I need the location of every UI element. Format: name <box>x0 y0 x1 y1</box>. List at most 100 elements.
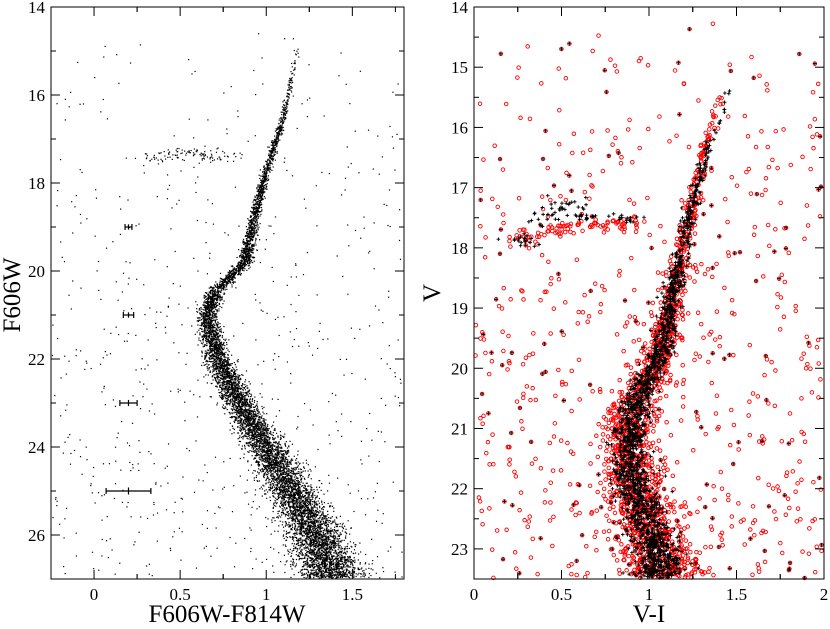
left-star-point <box>269 482 272 484</box>
left-star-point <box>310 489 312 491</box>
left-star-point <box>281 524 283 526</box>
left-star-point <box>340 540 342 542</box>
left-star-point <box>348 556 350 558</box>
left-star-point <box>338 564 340 566</box>
left-star-point <box>289 463 291 465</box>
left-star-point <box>308 495 310 497</box>
left-star-point <box>282 512 285 514</box>
left-star-point <box>300 524 302 526</box>
left-star-point <box>327 513 329 516</box>
left-star-point <box>249 431 251 433</box>
left-star-point <box>277 458 280 460</box>
left-star-point <box>207 293 210 295</box>
left-star-point <box>213 291 215 293</box>
left-star-point <box>300 485 303 487</box>
left-star-point <box>253 219 255 221</box>
left-star-point <box>309 539 311 541</box>
left-star-point <box>251 455 253 457</box>
left-star-point <box>203 345 205 347</box>
left-star-point <box>326 540 328 542</box>
left-star-point <box>235 411 237 414</box>
left-star-point <box>306 515 308 518</box>
left-star-point <box>228 383 231 385</box>
left-star-point <box>321 518 323 521</box>
left-star-point <box>225 370 228 372</box>
left-star-point <box>283 469 285 471</box>
left-star-point <box>312 518 314 520</box>
left-star-point <box>310 569 312 571</box>
left-star-point <box>352 542 355 544</box>
left-star-point <box>272 472 274 475</box>
left-star-point <box>324 550 326 552</box>
left-star-point <box>297 548 299 550</box>
left-star-point <box>275 432 278 434</box>
left-star-point <box>223 292 225 294</box>
left-star-point <box>321 517 323 519</box>
left-star-point <box>241 385 243 387</box>
left-star-point <box>273 148 275 150</box>
left-star-point <box>276 479 278 482</box>
left-star-point <box>267 464 269 466</box>
left-star-point <box>318 532 320 534</box>
left-star-point <box>260 459 262 461</box>
left-star-point <box>205 355 208 357</box>
left-star-point <box>262 459 264 461</box>
left-star-point <box>274 481 276 484</box>
left-star-point <box>296 543 298 545</box>
left-star-point <box>282 486 284 488</box>
left-star-point <box>315 543 317 545</box>
left-star-point <box>206 382 208 384</box>
left-star-point <box>221 383 223 386</box>
left-star-point <box>276 459 278 461</box>
left-star-point <box>269 162 271 164</box>
left-star-point <box>271 480 273 482</box>
left-star-point <box>279 139 281 141</box>
left-star-point <box>230 391 232 393</box>
left-star-point <box>306 551 308 554</box>
left-star-point <box>238 378 240 381</box>
left-star-point <box>248 224 250 226</box>
left-star-point <box>252 239 254 241</box>
left-star-point <box>230 402 232 404</box>
left-star-point <box>260 424 262 427</box>
left-star-point <box>226 281 228 283</box>
left-star-point <box>248 424 250 426</box>
left-star-point <box>258 451 260 453</box>
left-star-point <box>259 204 261 206</box>
left-star-point <box>318 556 320 558</box>
left-star-point <box>212 291 214 293</box>
left-star-point <box>202 331 204 333</box>
left-star-point <box>266 460 269 462</box>
left-star-point <box>208 291 211 293</box>
left-star-point <box>318 563 320 565</box>
left-star-point <box>281 122 284 124</box>
left-star-point <box>295 502 297 504</box>
left-star-point <box>241 432 243 434</box>
left-star-point <box>281 461 283 463</box>
left-star-point <box>236 391 238 393</box>
left-star-point <box>204 325 206 327</box>
left-star-point <box>252 257 255 259</box>
left-star-point <box>245 411 248 413</box>
left-star-point <box>291 490 293 492</box>
left-star-point <box>218 391 220 394</box>
left-star-point <box>294 60 296 62</box>
left-star-point <box>224 400 226 402</box>
left-star-point <box>307 539 309 541</box>
left-star-point <box>255 229 258 231</box>
left-star-point <box>256 445 258 448</box>
left-star-point <box>210 321 212 323</box>
left-star-point <box>285 108 287 110</box>
left-star-point <box>290 463 292 465</box>
left-star-point <box>233 432 235 434</box>
left-star-point <box>293 476 295 478</box>
left-star-point <box>255 432 257 434</box>
left-star-point <box>217 297 219 299</box>
left-star-point <box>259 199 261 202</box>
left-star-point <box>220 278 222 280</box>
left-star-point <box>335 538 337 540</box>
left-star-point <box>237 268 239 270</box>
left-star-point <box>242 410 244 412</box>
left-star-point <box>294 62 296 65</box>
left-star-point <box>238 272 240 274</box>
